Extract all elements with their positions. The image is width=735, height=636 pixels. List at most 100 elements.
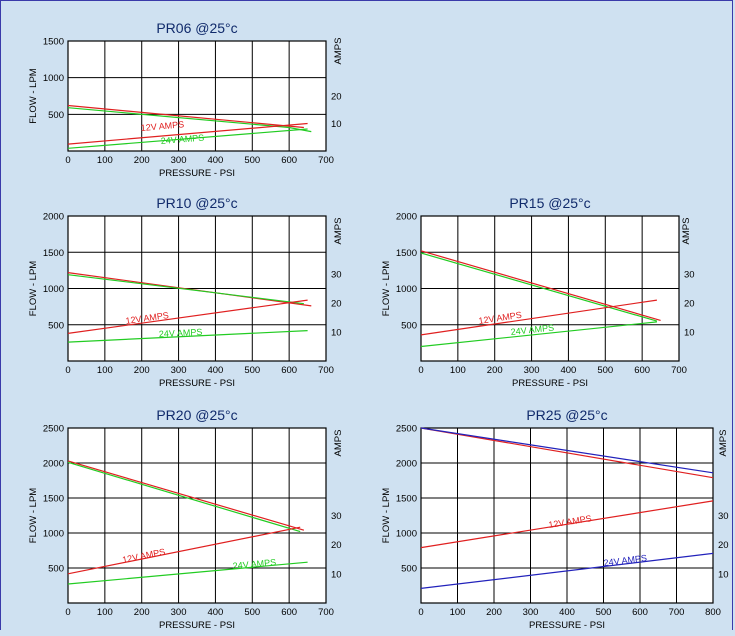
series-line	[67, 299, 308, 334]
y-tick-label: 500	[48, 110, 64, 121]
y2-tick-label: 30	[684, 270, 695, 281]
y2-tick-label: 10	[718, 569, 729, 580]
x-tick-label: 100	[97, 365, 113, 376]
y2-axis-label: AMPS	[333, 430, 344, 457]
x-tick-label: 0	[418, 365, 423, 376]
y2-axis-label: AMPS	[718, 430, 729, 457]
x-tick-label: 100	[97, 607, 113, 618]
y2-axis-label: AMPS	[681, 218, 692, 245]
x-tick-label: 200	[486, 607, 502, 618]
y-tick-label: 1000	[43, 529, 64, 540]
x-tick-label: 500	[597, 365, 613, 376]
y-tick-label: 2000	[396, 212, 417, 223]
series-line	[420, 500, 714, 549]
y2-axis-label: AMPS	[333, 218, 344, 245]
y-tick-label: 1500	[43, 248, 64, 259]
y2-tick-label: 20	[684, 299, 695, 310]
series-line	[420, 552, 714, 589]
y2-tick-label: 30	[331, 270, 342, 281]
y-tick-label: 2000	[43, 459, 64, 470]
y-tick-label: 1500	[43, 37, 64, 48]
y-axis-label: FLOW - LPM	[28, 261, 39, 317]
series-line	[67, 561, 308, 585]
chart-title: PR10 @25°c	[156, 195, 237, 211]
y2-tick-label: 10	[331, 119, 342, 130]
x-tick-label: 200	[487, 365, 503, 376]
x-tick-label: 700	[318, 155, 334, 166]
y-axis-label: FLOW - LPM	[381, 261, 392, 317]
series-label: 24V AMPS	[159, 327, 203, 339]
x-axis-label: PRESSURE - PSI	[159, 378, 235, 389]
series-line	[420, 321, 657, 348]
x-axis-label: PRESSURE - PSI	[529, 620, 605, 631]
series-line	[67, 122, 308, 145]
y-tick-label: 1000	[396, 284, 417, 295]
series-label: 24V AMPS	[232, 557, 276, 571]
x-tick-label: 700	[671, 365, 687, 376]
y-tick-label: 2000	[43, 212, 64, 223]
y-tick-label: 500	[401, 564, 417, 575]
x-tick-label: 100	[450, 607, 466, 618]
x-tick-label: 100	[450, 365, 466, 376]
series-label: 12V AMPS	[140, 119, 184, 133]
series-label: 24V AMPS	[510, 322, 554, 336]
x-tick-label: 300	[171, 607, 187, 618]
series-line	[67, 461, 301, 533]
chart-title: PR25 @25°c	[526, 407, 607, 423]
series-line	[67, 330, 308, 343]
series-line	[67, 104, 304, 129]
x-tick-label: 600	[632, 607, 648, 618]
y2-tick-label: 20	[718, 540, 729, 551]
plot-area	[67, 427, 327, 604]
x-tick-label: 400	[560, 365, 576, 376]
x-tick-label: 200	[134, 155, 150, 166]
chart-4: 0 100 200 300 400 500 600 700 500 1000 1500 2000 250…	[28, 407, 344, 631]
y-tick-label: 2000	[396, 459, 417, 470]
x-tick-label: 700	[669, 607, 685, 618]
x-tick-label: 400	[207, 155, 223, 166]
series-line	[67, 107, 312, 133]
y2-tick-label: 10	[684, 328, 695, 339]
x-axis-label: PRESSURE - PSI	[159, 620, 235, 631]
y-tick-label: 1000	[396, 529, 417, 540]
x-tick-label: 400	[207, 365, 223, 376]
series-line	[420, 250, 661, 321]
x-tick-label: 600	[634, 365, 650, 376]
chart-title: PR15 @25°c	[509, 195, 590, 211]
chart-3: 0 100 200 300 400 500 600 700 500 1000 1500 2000 10 2…	[381, 195, 695, 389]
y-tick-label: 500	[48, 564, 64, 575]
x-tick-label: 300	[523, 607, 539, 618]
series-line	[67, 526, 301, 575]
y2-tick-label: 30	[718, 511, 729, 522]
series-line	[420, 427, 714, 479]
series-line	[420, 427, 714, 474]
y-tick-label: 500	[401, 320, 417, 331]
x-tick-label: 400	[207, 607, 223, 618]
y-tick-label: 500	[48, 320, 64, 331]
chart-5: 0 100 200 300 400 500 600 700 800 500 1000 1500 2000…	[381, 407, 729, 631]
chart-1: 0 100 200 300 400 500 600 700 500 1000 1500 10 20 12V…	[28, 20, 344, 179]
x-axis-label: PRESSURE - PSI	[512, 378, 588, 389]
x-tick-label: 0	[418, 607, 423, 618]
x-tick-label: 0	[65, 365, 70, 376]
x-tick-label: 700	[318, 607, 334, 618]
series-line	[67, 274, 304, 305]
series-line	[67, 460, 305, 531]
x-tick-label: 800	[705, 607, 721, 618]
y2-tick-label: 10	[331, 328, 342, 339]
y2-tick-label: 20	[331, 299, 342, 310]
series-line	[420, 252, 658, 322]
x-tick-label: 400	[559, 607, 575, 618]
x-tick-label: 300	[524, 365, 540, 376]
x-tick-label: 500	[244, 607, 260, 618]
y2-tick-label: 20	[331, 92, 342, 103]
x-tick-label: 0	[65, 607, 70, 618]
y2-tick-label: 20	[331, 540, 342, 551]
y-tick-label: 1500	[396, 494, 417, 505]
y2-tick-label: 10	[331, 569, 342, 580]
x-tick-label: 500	[244, 155, 260, 166]
x-tick-label: 500	[596, 607, 612, 618]
y-tick-label: 1500	[396, 248, 417, 259]
x-tick-label: 300	[171, 155, 187, 166]
chart-title: PR06 @25°c	[156, 20, 237, 36]
